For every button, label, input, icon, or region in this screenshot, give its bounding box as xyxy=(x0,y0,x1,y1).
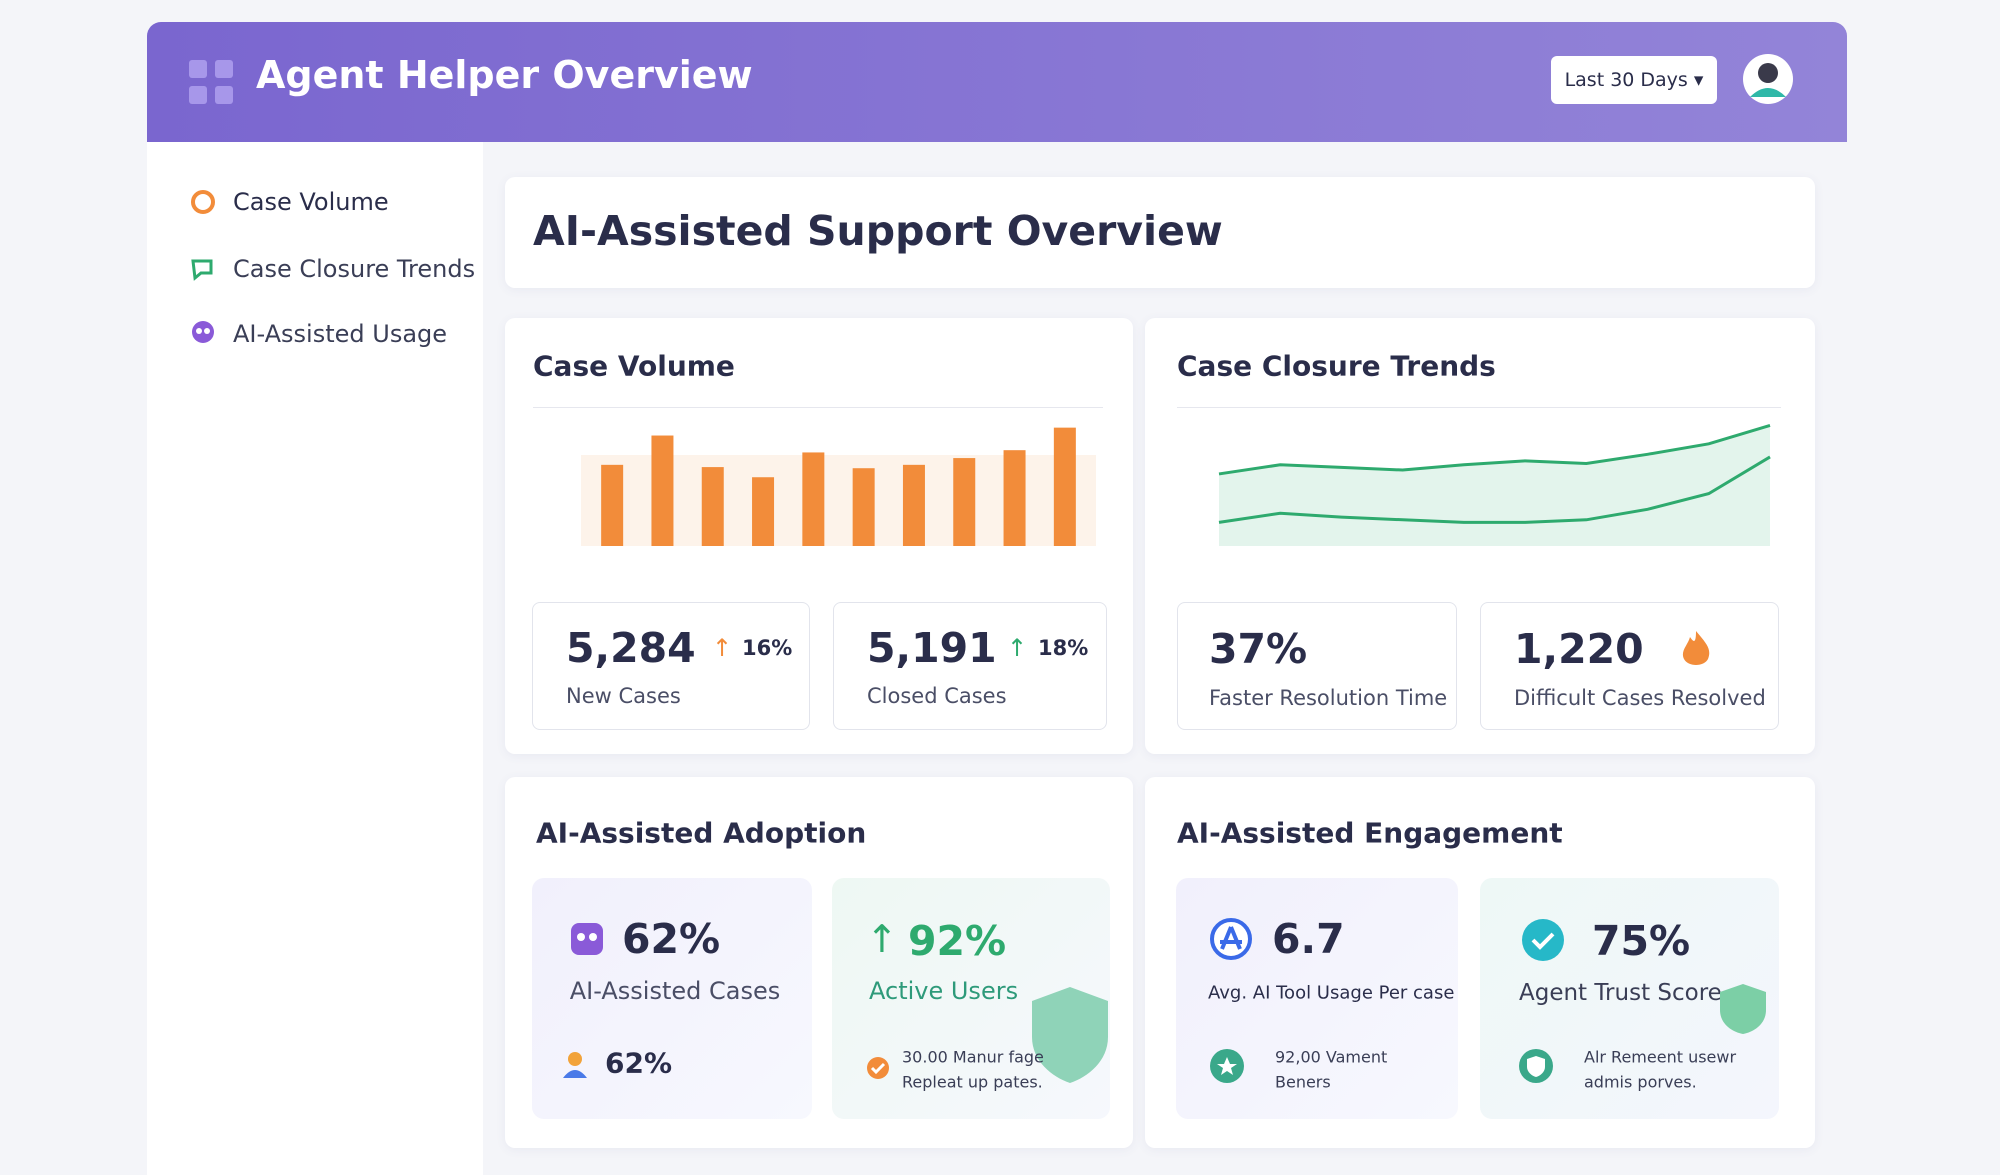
card-title: Case Closure Trends xyxy=(1177,349,1496,383)
bar xyxy=(651,435,674,546)
stat-label: New Cases xyxy=(566,684,681,708)
metric-footer-value: 62% xyxy=(605,1046,673,1080)
divider xyxy=(533,407,1103,408)
stat-box xyxy=(1480,602,1779,730)
star-icon xyxy=(1210,1049,1244,1083)
card-title: AI-Assisted Engagement xyxy=(1177,816,1563,850)
nav-item[interactable]: Case Volume xyxy=(233,188,389,216)
metric-footer: Beners xyxy=(1275,1072,1331,1092)
metric-footer: admis porves. xyxy=(1584,1072,1697,1092)
metric-footer: Alr Remeent usewr xyxy=(1584,1047,1737,1067)
icon xyxy=(191,190,215,214)
shield-icon xyxy=(1032,987,1108,1083)
icon xyxy=(191,259,213,281)
stat-change: 18% xyxy=(1038,636,1089,660)
metric-value: 6.7 xyxy=(1272,915,1345,963)
avatar[interactable] xyxy=(1742,53,1794,105)
bar xyxy=(752,477,775,546)
flame-icon xyxy=(1682,631,1710,665)
icon xyxy=(192,321,214,343)
check-icon xyxy=(867,1057,889,1079)
card-title: AI-Assisted Adoption xyxy=(536,816,867,850)
metric-footer: Repleat up pates. xyxy=(902,1072,1043,1092)
bar xyxy=(1003,450,1026,546)
up-arrow: ↑ xyxy=(866,917,898,961)
title-card: AI-Assisted Support Overview xyxy=(505,177,1815,288)
metric-label: Agent Trust Score xyxy=(1519,980,1722,1006)
metric-label: Avg. AI Tool Usage Per case xyxy=(1208,982,1455,1004)
bar xyxy=(601,464,624,546)
metric-label: Active Users xyxy=(869,977,1019,1005)
metric-value: 92% xyxy=(908,917,1007,965)
card-title: Case Volume xyxy=(533,349,735,383)
line xyxy=(1218,424,1771,476)
stat-value: 1,220 xyxy=(1514,625,1644,673)
up-arrow: ↑ xyxy=(712,634,733,662)
header: Agent Helper Overview Last 30 Days ▾ xyxy=(147,22,1847,142)
stat-box xyxy=(1177,602,1457,730)
sidebar: Case Volume Case Closure Trends AI-Assis… xyxy=(147,142,483,1175)
nav-item[interactable]: Case Closure Trends xyxy=(233,255,476,283)
bar-chart xyxy=(581,427,1096,546)
stat-change: 16% xyxy=(742,636,793,660)
user-icon xyxy=(563,1052,587,1078)
bar xyxy=(802,452,825,546)
bar xyxy=(953,458,976,546)
metric-label: AI-Assisted Cases xyxy=(569,977,781,1005)
metric-card xyxy=(532,878,812,1119)
bar xyxy=(852,468,875,546)
stat-label: Faster Resolution Time xyxy=(1209,686,1448,710)
bar xyxy=(701,467,724,546)
app-icon xyxy=(189,60,233,104)
shield-icon xyxy=(1720,984,1766,1034)
divider xyxy=(1177,407,1781,408)
stat-value: 5,191 xyxy=(867,624,997,672)
stat-label: Difficult Cases Resolved xyxy=(1514,686,1766,710)
line-chart xyxy=(1218,424,1771,546)
stat-label: Closed Cases xyxy=(867,684,1007,708)
bar xyxy=(902,464,925,546)
bar xyxy=(1053,427,1076,546)
app-title: Agent Helper Overview xyxy=(256,53,753,97)
stat-box xyxy=(532,602,810,730)
metric-footer: 92,00 Vament xyxy=(1275,1047,1388,1067)
app-store-icon xyxy=(1210,918,1252,960)
metric-value: 62% xyxy=(622,915,721,963)
page-title: AI-Assisted Support Overview xyxy=(533,207,1223,255)
up-arrow: ↑ xyxy=(1007,634,1028,662)
date-range-label: Last 30 Days xyxy=(1564,69,1688,91)
shield-icon xyxy=(1519,1049,1553,1083)
metric-value: 75% xyxy=(1592,917,1691,965)
metric-footer: 30.00 Manur fage xyxy=(902,1047,1044,1067)
robot-icon xyxy=(571,923,603,955)
stat-box xyxy=(833,602,1107,730)
nav-item[interactable]: AI-Assisted Usage xyxy=(233,320,448,348)
line xyxy=(1218,455,1771,524)
date-range-button[interactable]: Last 30 Days ▾ xyxy=(1551,56,1717,104)
check-icon xyxy=(1522,919,1564,961)
stat-value: 37% xyxy=(1209,625,1308,673)
area xyxy=(1219,425,1770,546)
stat-value: 5,284 xyxy=(566,624,696,672)
